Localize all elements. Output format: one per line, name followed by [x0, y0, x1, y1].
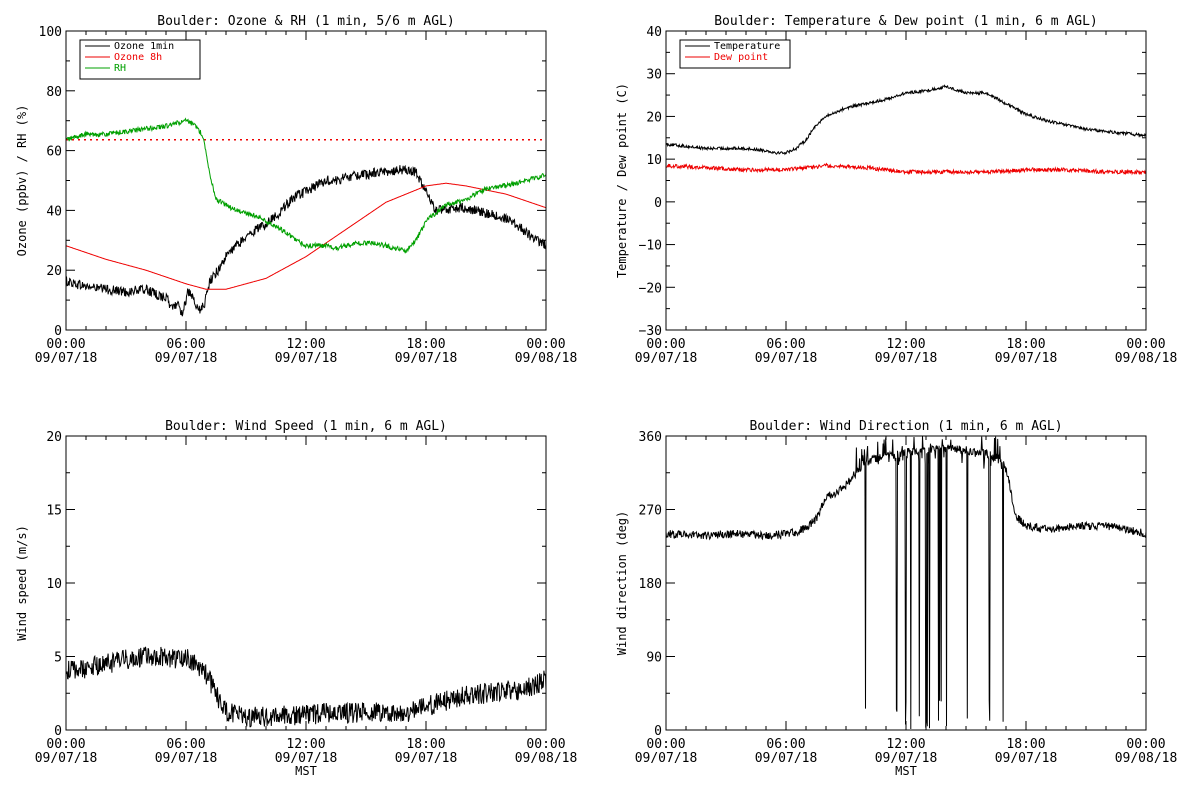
x-tick-label-time: 18:00	[1006, 337, 1045, 352]
chart-title: Boulder: Ozone & RH (1 min, 5/6 m AGL)	[157, 14, 454, 29]
x-tick-label-date: 09/07/18	[755, 751, 818, 766]
y-tick-label: −10	[639, 239, 662, 254]
x-tick-label-time: 18:00	[406, 737, 445, 752]
x-tick-label-time: 00:00	[526, 337, 565, 352]
series-line-data	[666, 436, 1146, 730]
y-axis-label: Ozone (ppbv) / RH (%)	[15, 105, 29, 257]
series-line-temperature	[666, 84, 1146, 156]
y-tick-label: 20	[46, 264, 62, 279]
x-tick-label-time: 12:00	[286, 737, 325, 752]
x-tick-label-date: 09/07/18	[275, 351, 338, 366]
y-tick-label: 0	[54, 324, 62, 339]
x-tick-label-time: 00:00	[646, 337, 685, 352]
x-tick-label-time: 06:00	[166, 337, 205, 352]
y-tick-label: 0	[654, 724, 662, 739]
legend-label: Ozone 8h	[114, 52, 162, 63]
x-axis-label: MST	[295, 764, 317, 778]
y-tick-label: 15	[46, 504, 62, 519]
x-tick-label-date: 09/07/18	[35, 351, 98, 366]
x-tick-label-date: 09/07/18	[995, 751, 1058, 766]
y-tick-label: 10	[646, 153, 662, 168]
x-tick-label-time: 18:00	[1006, 737, 1045, 752]
y-tick-label: 80	[46, 85, 62, 100]
x-tick-label-date: 09/08/18	[515, 751, 578, 766]
legend-box	[679, 39, 791, 69]
y-axis-label: Temperature / Dew point (C)	[615, 83, 629, 278]
x-tick-label-time: 00:00	[46, 737, 85, 752]
x-tick-label-date: 09/07/18	[35, 751, 98, 766]
x-tick-label-time: 06:00	[766, 337, 805, 352]
y-tick-label: 360	[639, 430, 662, 445]
x-tick-label-date: 09/08/18	[1115, 751, 1178, 766]
series-line-dew-point	[666, 162, 1146, 176]
y-axis-label: Wind speed (m/s)	[15, 525, 29, 641]
x-tick-label-date: 09/08/18	[1115, 351, 1178, 366]
x-tick-label-time: 12:00	[886, 337, 925, 352]
chart-title: Boulder: Temperature & Dew point (1 min,…	[714, 14, 1098, 29]
legend-label: Temperature	[714, 41, 780, 52]
x-tick-label-time: 00:00	[646, 737, 685, 752]
x-tick-label-time: 18:00	[406, 337, 445, 352]
y-tick-label: 60	[46, 145, 62, 160]
legend-label: Dew point	[714, 52, 768, 63]
chart-ozone: Boulder: Ozone & RH (1 min, 5/6 m AGL) 0 2…	[15, 14, 577, 366]
y-axis-label: Wind direction (deg)	[615, 511, 629, 656]
x-tick-label-date: 09/07/18	[155, 351, 218, 366]
x-tick-label-date: 09/07/18	[875, 751, 938, 766]
y-tick-label: −20	[639, 281, 662, 296]
series-line-ozone-1min	[66, 164, 546, 317]
y-tick-label: 40	[46, 204, 62, 219]
chart-title: Boulder: Wind Direction (1 min, 6 m AGL)	[749, 419, 1062, 434]
y-tick-label: 20	[646, 110, 662, 125]
x-tick-label-date: 09/08/18	[515, 351, 578, 366]
chart-wdir: Boulder: Wind Direction (1 min, 6 m AGL)…	[615, 419, 1177, 778]
x-tick-label-time: 00:00	[46, 337, 85, 352]
x-tick-label-date: 09/07/18	[635, 751, 698, 766]
y-tick-label: −30	[639, 324, 662, 339]
x-tick-label-time: 00:00	[526, 737, 565, 752]
plot-frame	[65, 435, 547, 731]
x-tick-label-time: 06:00	[766, 737, 805, 752]
x-tick-label-date: 09/07/18	[755, 351, 818, 366]
plot-frame	[665, 30, 1147, 331]
y-tick-label: 100	[39, 25, 62, 40]
x-tick-label-date: 09/07/18	[635, 351, 698, 366]
x-tick-label-date: 09/07/18	[155, 751, 218, 766]
series-line-data	[66, 646, 546, 728]
y-tick-label: 0	[54, 724, 62, 739]
y-tick-label: 90	[646, 651, 662, 666]
x-tick-label-time: 00:00	[1126, 337, 1165, 352]
chart-wspd: Boulder: Wind Speed (1 min, 6 m AGL) 0 5 10…	[15, 419, 577, 778]
chart-temp: Boulder: Temperature & Dew point (1 min,…	[615, 14, 1177, 366]
chart-title: Boulder: Wind Speed (1 min, 6 m AGL)	[165, 419, 447, 434]
legend-label: RH	[114, 63, 126, 74]
x-tick-label-time: 12:00	[286, 337, 325, 352]
x-axis-label: MST	[895, 764, 917, 778]
y-tick-label: 270	[639, 504, 662, 519]
y-tick-label: 20	[46, 430, 62, 445]
y-tick-label: 30	[646, 68, 662, 83]
x-tick-label-time: 00:00	[1126, 737, 1165, 752]
x-tick-label-time: 12:00	[886, 737, 925, 752]
legend-label: Ozone 1min	[114, 41, 174, 52]
y-tick-label: 5	[54, 651, 62, 666]
y-tick-label: 40	[646, 25, 662, 40]
y-tick-label: 180	[639, 577, 662, 592]
series-line-ozone-8h	[66, 182, 546, 290]
y-tick-label: 10	[46, 577, 62, 592]
x-tick-label-date: 09/07/18	[875, 351, 938, 366]
x-tick-label-date: 09/07/18	[995, 351, 1058, 366]
x-tick-label-time: 06:00	[166, 737, 205, 752]
series-line-rh	[66, 117, 546, 254]
y-tick-label: 0	[654, 196, 662, 211]
x-tick-label-date: 09/07/18	[395, 351, 458, 366]
x-tick-label-date: 09/07/18	[395, 751, 458, 766]
x-tick-label-date: 09/07/18	[275, 751, 338, 766]
